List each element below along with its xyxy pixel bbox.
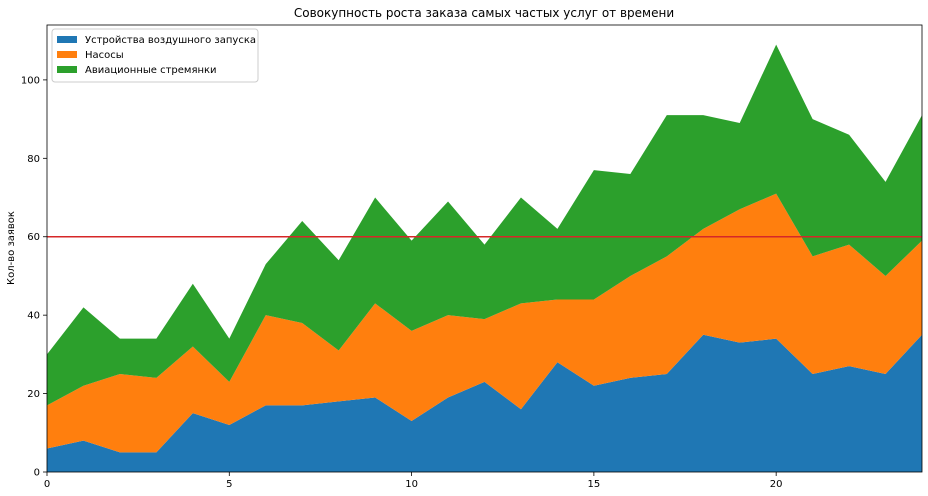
legend-label: Устройства воздушного запуска bbox=[85, 35, 256, 46]
legend-label: Насосы bbox=[85, 50, 124, 61]
chart-title: Совокупность роста заказа самых частых у… bbox=[294, 6, 674, 20]
area-series-2 bbox=[47, 193, 922, 453]
legend-label: Авиационные стремянки bbox=[85, 65, 217, 76]
x-tick-label: 10 bbox=[405, 479, 418, 490]
legend-swatch bbox=[57, 36, 77, 43]
legend-box bbox=[51, 28, 259, 83]
y-tick-label: 60 bbox=[27, 232, 40, 243]
legend: Устройства воздушного запуска Насосы Авиац… bbox=[51, 28, 259, 83]
x-axis: 0 5 10 15 20 bbox=[44, 472, 783, 490]
area-series-3 bbox=[47, 44, 922, 406]
plot-frame bbox=[46, 24, 923, 473]
y-tick-label: 100 bbox=[21, 75, 40, 86]
y-tick-label: 80 bbox=[27, 154, 40, 165]
y-tick-label: 20 bbox=[27, 389, 40, 400]
x-tick-label: 15 bbox=[588, 479, 601, 490]
area-series-group bbox=[47, 44, 922, 472]
x-tick-label: 20 bbox=[770, 479, 783, 490]
legend-swatch bbox=[57, 66, 77, 73]
x-tick-label: 0 bbox=[44, 479, 50, 490]
y-axis-label: Кол-во заявок bbox=[6, 211, 17, 285]
y-axis: 0 20 40 60 80 100 bbox=[21, 75, 47, 479]
legend-swatch bbox=[57, 51, 77, 58]
area-series-1 bbox=[47, 334, 922, 472]
y-tick-label: 40 bbox=[27, 311, 40, 322]
x-tick-label: 5 bbox=[226, 479, 232, 490]
y-tick-label: 0 bbox=[34, 468, 40, 479]
